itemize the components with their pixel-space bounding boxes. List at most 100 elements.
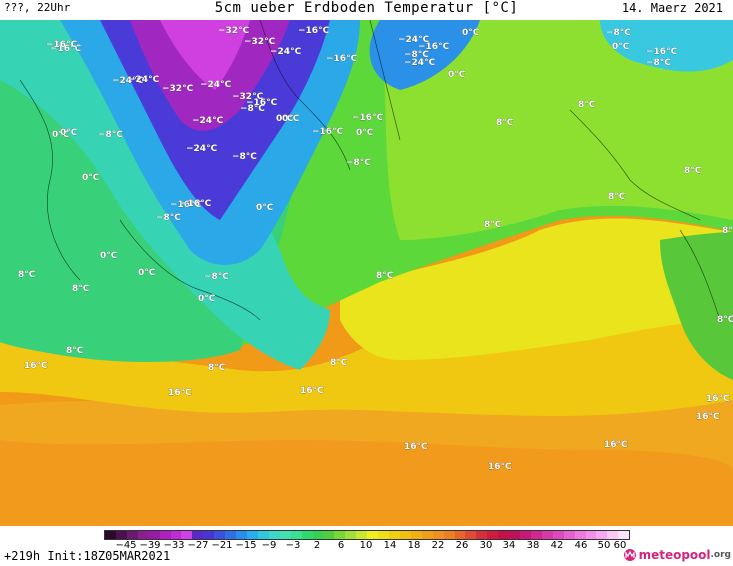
color-scale-tick: 60 [613, 540, 627, 551]
temperature-label: 8°C [578, 100, 596, 110]
temperature-label: 0°C [138, 268, 156, 278]
color-scale-segment [607, 531, 619, 539]
map-title: 5cm ueber Erdboden Temperatur [°C] [214, 0, 519, 16]
coastline-bay [119, 219, 261, 321]
temperature-label: −8°C [232, 152, 257, 162]
color-scale-segment [509, 531, 521, 539]
logo-tld: .org [710, 550, 731, 560]
color-scale-segment [574, 531, 586, 539]
temperature-label: 16°C [168, 388, 192, 398]
temperature-label: −16°C [246, 98, 278, 108]
temperature-label: −16°C [312, 127, 344, 137]
temperature-label: −8°C [404, 50, 429, 60]
color-scale-segment [378, 531, 389, 539]
color-scale-segment [290, 531, 302, 539]
logo-icon [623, 549, 636, 561]
temperature-map-canvas: −32°C−16°C0°C −8°C−16°C−24°C−16°C −32°C−24… [0, 20, 733, 526]
deep-cold-core [160, 20, 250, 90]
color-scale-tick: −3 [285, 540, 301, 551]
color-scale-tick: 34 [502, 540, 516, 551]
color-scale-segment [454, 531, 466, 539]
cold-patch-northeast [600, 20, 733, 72]
temperature-label: 16°C [300, 386, 324, 396]
temperature-label: −16°C [180, 199, 212, 209]
logo-brand: meteopool [638, 548, 711, 562]
coastline-northeast [569, 109, 701, 221]
color-scale-segment [312, 531, 324, 539]
color-scale-segment [541, 531, 553, 539]
temperature-label: −16°C [50, 44, 82, 54]
color-scale-segment [301, 531, 313, 539]
temperature-label: 8°C [18, 270, 36, 280]
color-scale-tick: 2 [313, 540, 321, 551]
temperature-label: −24°C [112, 76, 144, 86]
temperature-label: −8°C [346, 158, 371, 168]
color-scale-tick: −15 [235, 540, 257, 551]
temperature-label: −16°C [298, 26, 330, 36]
temperature-label: 8°C [376, 271, 394, 281]
temperature-label: −8°C [204, 272, 229, 282]
color-scale-segment [465, 531, 477, 539]
color-scale-segment [105, 531, 116, 539]
temperature-label: −32°C [244, 37, 276, 47]
temperature-label: 0°C [462, 28, 480, 38]
color-scale-segment [334, 531, 346, 539]
color-scale-segment [476, 531, 488, 539]
run-info: +219h Init:18Z05MAR2021 [4, 549, 171, 563]
color-scale-segment [268, 531, 280, 539]
color-scale-tick: −39 [139, 540, 161, 551]
temperature-label: 0°C [276, 114, 294, 124]
temperature-label: 8°C [608, 192, 626, 202]
color-scale-segment [399, 531, 411, 539]
color-scale-segment [552, 531, 564, 539]
temperature-label: 16°C [604, 440, 628, 450]
coastlines [19, 20, 721, 321]
temperature-label: 8°C [722, 226, 733, 236]
color-scale-tick: 50 [597, 540, 611, 551]
color-scale-segment [214, 531, 226, 539]
color-scale-tick: −21 [211, 540, 233, 551]
temperature-label: −16°C [646, 47, 678, 57]
temperature-label: 0°C [256, 203, 274, 213]
temperature-label: 8°C [484, 220, 502, 230]
meteopool-logo[interactable]: meteopool .org [623, 548, 731, 562]
coastline-east [679, 229, 721, 321]
color-scale-segment [159, 531, 171, 539]
color-scale-segment [236, 531, 247, 539]
color-scale-segment [498, 531, 510, 539]
temperature-label: 8°C [717, 315, 733, 325]
temperature-label: −24°C [404, 58, 436, 68]
temperature-label: −24°C [200, 80, 232, 90]
color-scale-segment [257, 531, 269, 539]
color-scale-tick: 46 [574, 540, 588, 551]
temperature-labels: −32°C−16°C0°C −8°C−16°C−24°C−16°C −32°C−24… [18, 26, 733, 472]
color-scale-segment [225, 531, 237, 539]
temperature-label: 0°C [448, 70, 466, 80]
temperature-label: 16°C [404, 442, 428, 452]
temperature-label: −24°C [270, 47, 302, 57]
color-scale-tick: 38 [526, 540, 540, 551]
temperature-label: 0°C [282, 114, 300, 124]
coastline-west [19, 79, 81, 281]
color-scale-tick: −33 [163, 540, 185, 551]
temperature-map: −32°C −16°C 0°C −8°C −16°C −24°C −16°C −32°C −24… [0, 20, 733, 526]
color-scale-segment [115, 531, 127, 539]
color-scale-bar [104, 530, 630, 540]
color-scale-segment [170, 531, 182, 539]
color-scale-segment [563, 531, 575, 539]
color-scale-segment [279, 531, 291, 539]
temperature-label: −32°C [162, 84, 194, 94]
color-scale-segment [192, 531, 204, 539]
color-scale-tick: 6 [337, 540, 345, 551]
color-scale-segment [421, 531, 433, 539]
temperature-label: 8°C [496, 118, 514, 128]
temperature-label: −8°C [98, 130, 123, 140]
temperature-label: −8°C [606, 28, 631, 38]
color-scale-segment [530, 531, 542, 539]
temperature-label: −24°C [192, 116, 224, 126]
cold-patch-north [369, 20, 480, 90]
color-scale-tick: 10 [359, 540, 373, 551]
color-scale-tick: 26 [455, 540, 469, 551]
temperature-label: −32°C [232, 92, 264, 102]
temperature-label: 0°C [60, 128, 78, 138]
